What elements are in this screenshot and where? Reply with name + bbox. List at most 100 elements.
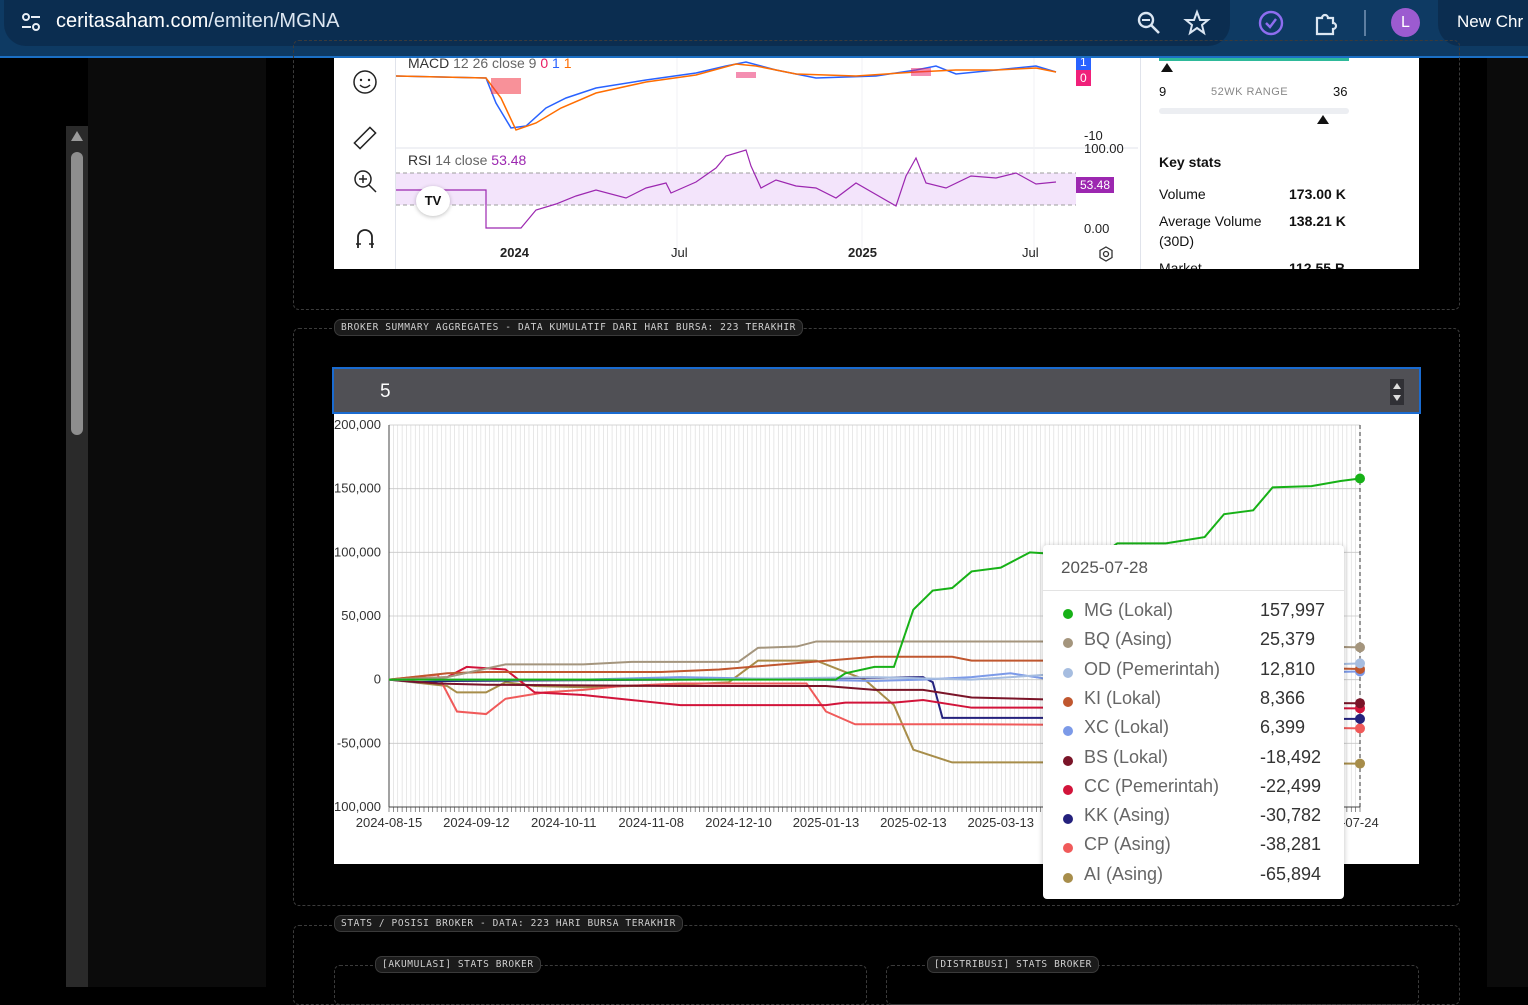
spinner-down-icon[interactable] xyxy=(1393,395,1401,401)
rsi-axis-bottom: 0.00 xyxy=(1084,221,1110,236)
broker-stats-title: STATS / POSISI BROKER - DATA: 223 HARI B… xyxy=(334,915,683,932)
macd-badge-bottom: 0 xyxy=(1076,70,1091,86)
profile-avatar[interactable]: L xyxy=(1391,8,1420,37)
zoom-icon[interactable] xyxy=(1134,8,1164,38)
chart-settings-icon[interactable] xyxy=(1098,246,1114,262)
tooltip-row: BQ (Asing) 25,379 xyxy=(1043,629,1344,658)
browser-toolbar: ceritasaham.com/emiten/MGNA L New Chr xyxy=(0,0,1528,58)
chart-tooltip: 2025-07-28 MG (Lokal) 157,997 BQ (Asing) 25… xyxy=(1043,545,1344,899)
tradingview-logo[interactable]: TV xyxy=(416,186,450,216)
macd-val-hist: 0 xyxy=(540,58,549,71)
price-chart-area[interactable]: MACD 12 26 close 9 0 1 1 RSI 14 close 53… xyxy=(395,58,1138,269)
extensions-puzzle-icon[interactable] xyxy=(1311,8,1341,38)
tooltip-row: MG (Lokal) 157,997 xyxy=(1043,600,1344,629)
macd-val-signal: 1 xyxy=(563,58,572,71)
broker-summary-title: BROKER SUMMARY AGGREGATES - DATA KUMULAT… xyxy=(334,319,804,336)
spinner-up-icon[interactable] xyxy=(1393,383,1401,389)
period-number-input[interactable]: 5 xyxy=(332,367,1421,414)
period-input-value: 5 xyxy=(380,381,391,402)
url-text[interactable]: ceritasaham.com/emiten/MGNA xyxy=(56,10,339,33)
legend-dot-icon xyxy=(1063,609,1073,619)
time-tick-jul-2024: Jul xyxy=(671,245,688,260)
y-tick-label: 200,000 xyxy=(334,417,381,432)
x-tick-label: 2025-02-13 xyxy=(880,815,947,830)
series-line-ai xyxy=(388,659,1361,765)
legend-dot-icon xyxy=(1063,667,1073,678)
series-endpoint-kk xyxy=(1355,713,1365,724)
macd-line xyxy=(395,61,1057,129)
tradingview-section xyxy=(293,40,1460,310)
time-tick-jul-2025: Jul xyxy=(1022,245,1039,260)
rsi-params: 14 close xyxy=(435,152,488,168)
tooltip-broker-value: 12,810 xyxy=(1260,658,1316,679)
range-low: 9 xyxy=(1159,84,1167,99)
macd-axis-label: -10 xyxy=(1084,128,1103,143)
new-chrome-button[interactable]: New Chr xyxy=(1438,0,1528,46)
series-endpoint-bs xyxy=(1355,698,1365,709)
extension-check-icon[interactable] xyxy=(1256,8,1286,38)
range-label: 52WK RANGE xyxy=(1211,86,1289,98)
avg-volume-sublabel: (30D) xyxy=(1159,233,1195,249)
rsi-badge: 53.48 xyxy=(1076,177,1115,193)
magnet-icon[interactable] xyxy=(351,224,379,252)
url-path: /emiten/MGNA xyxy=(208,10,340,32)
tooltip-date: 2025-07-28 xyxy=(1061,558,1148,577)
legend-dot-icon xyxy=(1063,755,1073,766)
ruler-icon[interactable] xyxy=(351,124,379,152)
series-line-mg xyxy=(389,477,1361,681)
tooltip-broker-name: AI (Asing) xyxy=(1084,863,1164,884)
y-tick-label: 150,000 xyxy=(334,481,381,496)
indicator-panes xyxy=(395,58,1138,258)
tooltip-row: CC (Pemerintah) -22,499 xyxy=(1043,776,1344,805)
rsi-line xyxy=(396,149,1057,229)
y-tick-label: -100,000 xyxy=(334,799,381,814)
tooltip-row: BS (Lokal) -18,492 xyxy=(1043,747,1344,776)
tooltip-broker-name: KI (Lokal) xyxy=(1084,687,1162,708)
legend-dot-icon xyxy=(1063,843,1073,854)
series-endpoint-bq xyxy=(1355,642,1365,653)
time-tick-2024: 2024 xyxy=(500,245,529,260)
time-tick-2025: 2025 xyxy=(848,245,877,260)
spinner-buttons[interactable] xyxy=(1390,379,1404,405)
scroll-up-arrow-icon[interactable] xyxy=(71,131,83,141)
broker-summary-section xyxy=(293,328,1460,906)
right-gutter xyxy=(1487,58,1528,987)
series-endpoint-od xyxy=(1355,658,1365,669)
range-current-marker-icon xyxy=(1317,115,1329,124)
tooltip-broker-value: -30,782 xyxy=(1260,805,1322,826)
symbol-info-panel: 9 52WK RANGE 36 Key stats Volume 173.00 … xyxy=(1140,58,1419,269)
y-tick-label: -50,000 xyxy=(337,735,381,750)
tooltip-broker-value: 6,399 xyxy=(1260,717,1306,738)
series-line-cc xyxy=(388,665,1361,710)
macd-params: 12 26 close 9 xyxy=(453,58,537,71)
distribution-title: [DISTRIBUSI] STATS BROKER xyxy=(927,956,1099,973)
tooltip-broker-value: -65,894 xyxy=(1260,863,1322,884)
zoom-in-icon[interactable] xyxy=(351,167,379,195)
y-tick-label: 0 xyxy=(374,672,381,687)
scrollbar-thumb[interactable] xyxy=(71,152,83,435)
emoji-icon[interactable] xyxy=(351,68,379,96)
macd-title: MACD xyxy=(408,58,450,71)
volume-label: Volume xyxy=(1159,186,1206,202)
macd-signal-line xyxy=(395,63,1057,131)
legend-dot-icon xyxy=(1063,872,1073,883)
tooltip-broker-name: KK (Asing) xyxy=(1084,805,1171,826)
tooltip-broker-value: 157,997 xyxy=(1260,600,1326,620)
x-tick-label: 2024-12-10 xyxy=(705,815,772,830)
bookmark-star-icon[interactable] xyxy=(1182,8,1212,38)
macd-histogram-2 xyxy=(736,72,756,78)
range-high: 36 xyxy=(1333,84,1348,99)
x-tick-label: 2024-08-15 xyxy=(356,815,423,830)
legend-dot-icon xyxy=(1063,726,1073,737)
tooltip-broker-value: -22,499 xyxy=(1260,775,1322,796)
url-host: ceritasaham.com xyxy=(56,10,209,32)
tooltip-broker-name: MG (Lokal) xyxy=(1084,600,1174,620)
site-settings-icon[interactable] xyxy=(18,9,44,35)
market-cap-value: 112.55 B xyxy=(1289,260,1346,269)
macd-legend: MACD 12 26 close 9 0 1 1 xyxy=(408,58,571,71)
x-tick-label: 2024-09-12 xyxy=(443,815,510,830)
tooltip-broker-name: CC (Pemerintah) xyxy=(1084,775,1220,796)
address-bar[interactable]: ceritasaham.com/emiten/MGNA xyxy=(4,0,1230,46)
range-bar xyxy=(1159,108,1349,114)
series-endpoint-ai xyxy=(1355,758,1365,769)
